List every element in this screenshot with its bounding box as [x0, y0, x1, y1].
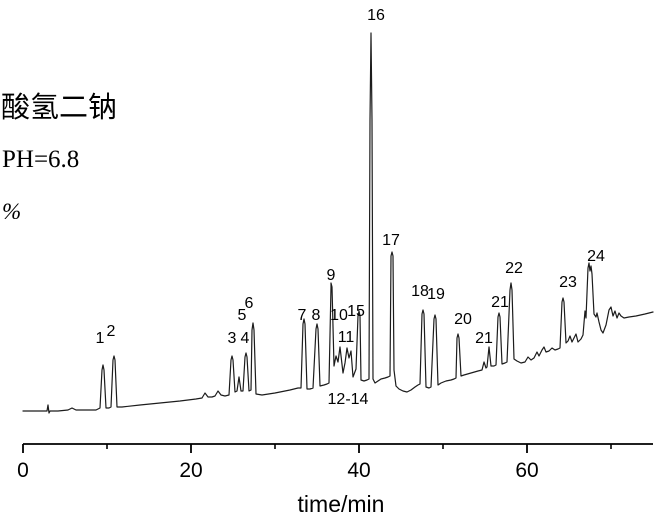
peak-label-17: 17: [382, 232, 400, 249]
peak-label-19: 19: [427, 286, 445, 303]
peak-label-21: 21: [475, 330, 493, 347]
peak-label-18: 18: [411, 283, 429, 300]
peak-label-1: 1: [96, 330, 105, 347]
peak-label-20: 20: [454, 311, 472, 328]
peak-label-15: 15: [347, 303, 365, 320]
x-axis-tick-label: 40: [347, 459, 370, 482]
x-axis-tick-label: 0: [17, 459, 29, 482]
x-axis-tick-label: 60: [515, 459, 538, 482]
peak-label-7: 7: [298, 307, 307, 324]
chromatogram-trace: [22, 32, 654, 414]
x-axis-tick-label: 20: [179, 459, 202, 482]
peak-label-16: 16: [367, 7, 385, 24]
buffer-name-text: 酸氢二钠: [1, 92, 118, 124]
peak-label-5: 5: [238, 307, 247, 324]
percent-sign-text: %: [2, 199, 22, 224]
peak-label-6: 6: [245, 295, 254, 312]
peak-label-11: 11: [338, 329, 355, 346]
peak-label-24: 24: [587, 248, 605, 265]
peak-label-8: 8: [312, 307, 321, 324]
peak-label-4: 4: [241, 330, 250, 347]
x-axis-title: time/min: [298, 491, 385, 517]
ph-value-text: PH=6.8: [2, 146, 80, 173]
peak-label-3: 3: [228, 330, 237, 347]
peak-label-9: 9: [327, 267, 336, 284]
peak-cluster-label: 12-14: [328, 391, 369, 408]
peak-label-22: 22: [505, 260, 523, 277]
peak-label-2: 2: [107, 323, 116, 340]
peak-label-23: 23: [559, 274, 577, 291]
peak-label-21: 21: [491, 294, 509, 311]
peak-label-10: 10: [330, 307, 348, 324]
